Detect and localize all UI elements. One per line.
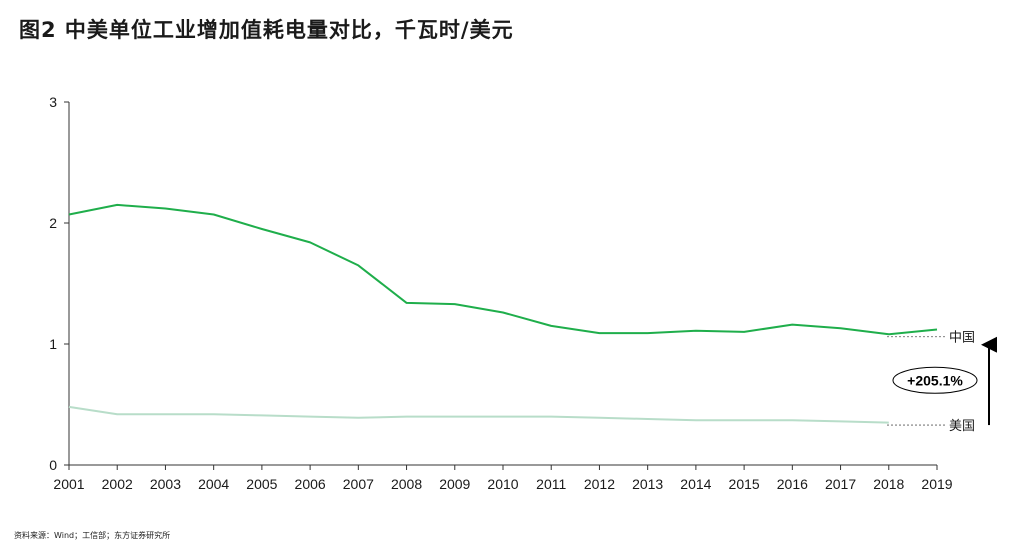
x-tick-label: 2012 — [584, 476, 615, 492]
x-tick-label: 2013 — [632, 476, 663, 492]
y-tick-label: 3 — [49, 94, 57, 110]
annotation-label: +205.1% — [907, 372, 963, 388]
series-line-0 — [68, 203, 938, 336]
x-tick-label: 2007 — [343, 476, 374, 492]
y-tick-label: 0 — [49, 457, 57, 473]
x-tick-label: 2016 — [777, 476, 808, 492]
source-note: 资料来源：Wind；工信部；东方证券研究所 — [14, 531, 171, 540]
x-tick-label: 2003 — [150, 476, 181, 492]
x-tick-label: 2017 — [825, 476, 856, 492]
annotation-ellipse — [892, 366, 978, 394]
x-tick-label: 2001 — [53, 476, 84, 492]
y-tick-label: 1 — [49, 336, 57, 352]
x-tick-label: 2008 — [391, 476, 422, 492]
series-label-1: 美国 — [949, 419, 975, 434]
chart-title: 图2 中美单位工业增加值耗电量对比，千瓦时/美元 — [19, 18, 514, 42]
x-tick-label: 2019 — [921, 476, 952, 492]
x-tick-label: 2004 — [198, 476, 229, 492]
x-tick-label: 2006 — [295, 476, 326, 492]
x-tick-label: 2009 — [439, 476, 470, 492]
x-tick-label: 2011 — [536, 476, 566, 492]
x-tick-label: 2015 — [729, 476, 760, 492]
x-tick-label: 2014 — [680, 476, 711, 492]
x-tick-label: 2010 — [487, 476, 518, 492]
x-tick-label: 2018 — [873, 476, 904, 492]
x-tick-label: 2002 — [102, 476, 133, 492]
y-tick-label: 2 — [49, 215, 57, 231]
series-label-0: 中国 — [949, 331, 975, 346]
series-line-1 — [68, 405, 889, 424]
x-tick-label: 2005 — [246, 476, 277, 492]
